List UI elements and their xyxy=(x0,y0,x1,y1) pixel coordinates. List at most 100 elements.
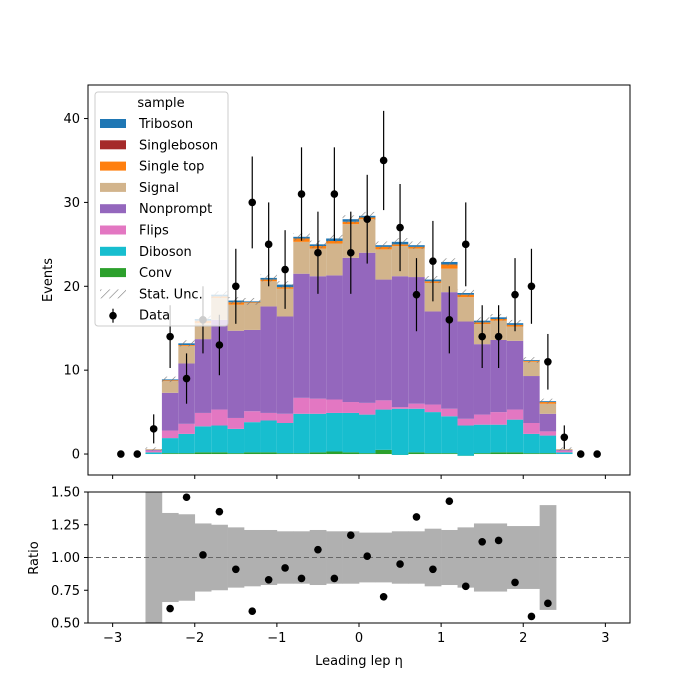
bar-nonprompt xyxy=(244,329,261,412)
legend-label-single-top: Single top xyxy=(139,160,204,175)
ratio-band-bin xyxy=(342,531,360,584)
legend-label-singleboson: Singleboson xyxy=(139,138,218,153)
data-point xyxy=(511,290,519,299)
bar-nonprompt xyxy=(490,339,507,413)
ratio-y-tick-label: 0.50 xyxy=(51,617,80,632)
data-point xyxy=(396,223,404,232)
bar-flips xyxy=(506,409,524,420)
legend-label-signal: Signal xyxy=(139,181,179,196)
bar-nonprompt xyxy=(506,340,524,410)
data-point xyxy=(166,332,174,341)
stat-unc-bin xyxy=(457,289,474,297)
bar-conv xyxy=(194,452,212,455)
bar-nonprompt xyxy=(260,306,277,413)
legend-frame xyxy=(94,91,229,327)
stat-unc-bin xyxy=(244,297,261,305)
bar-conv xyxy=(326,451,343,455)
stat-unc-bin xyxy=(178,340,195,347)
stat-unc-bin xyxy=(408,241,425,249)
stat-unc-bin xyxy=(375,241,392,249)
bar-diboson xyxy=(391,408,409,455)
legend-label-triboson: Triboson xyxy=(138,117,193,132)
bar-nonprompt xyxy=(408,277,425,404)
bar-nonprompt xyxy=(342,257,359,403)
main-y-tick-label: 30 xyxy=(63,196,80,211)
bar-diboson xyxy=(293,413,310,454)
main-y-tick-label: 40 xyxy=(63,112,80,127)
ratio-x-ticks: −3 −2 −1 0 1 2 3 xyxy=(103,623,610,646)
bar-flips xyxy=(326,399,343,413)
main-x-ticks xyxy=(112,475,606,479)
legend-swatch-nonprompt xyxy=(100,204,126,214)
legend-label-diboson: Diboson xyxy=(139,245,192,260)
bar-diboson xyxy=(326,412,343,452)
ratio-point xyxy=(527,612,536,621)
bar-nonprompt xyxy=(161,392,179,431)
bar-flips xyxy=(556,450,573,453)
ratio-point xyxy=(330,574,339,583)
bar-nonprompt xyxy=(523,376,540,423)
bar-conv xyxy=(293,453,310,455)
legend-swatch-triboson xyxy=(100,119,126,128)
legend-label-data: Data xyxy=(139,309,170,324)
data-point xyxy=(281,265,289,274)
data-point xyxy=(527,282,536,291)
bar-conv xyxy=(473,453,491,455)
bar-conv xyxy=(359,453,376,455)
main-y-tick-label: 10 xyxy=(63,364,80,379)
bar-flips xyxy=(375,400,392,410)
bar-diboson xyxy=(227,428,245,454)
data-point xyxy=(593,450,601,458)
bar-nonprompt xyxy=(309,276,327,399)
ratio-point xyxy=(445,497,454,505)
bar-conv xyxy=(161,453,179,455)
ratio-point xyxy=(215,507,224,516)
bar-conv xyxy=(227,453,245,455)
legend-label-flips: Flips xyxy=(139,224,169,239)
data-point xyxy=(461,240,470,249)
bar-signal xyxy=(293,241,310,274)
ratio-point xyxy=(379,593,388,601)
bar-flips xyxy=(359,402,376,415)
bar-flips xyxy=(178,423,195,434)
data-point xyxy=(133,450,142,458)
ratio-y-tick-label: 1.25 xyxy=(51,518,80,533)
bar-flips xyxy=(276,413,294,423)
stat-unc-bin xyxy=(441,258,458,266)
bar-nonprompt xyxy=(473,344,491,415)
bar-flips xyxy=(260,412,277,421)
bar-signal xyxy=(326,243,343,276)
bar-nonprompt xyxy=(293,273,310,398)
data-point xyxy=(314,248,322,257)
ratio-point xyxy=(232,565,240,574)
x-axis-label: Leading lep η xyxy=(315,654,403,669)
data-point xyxy=(215,341,224,349)
legend-swatch-signal xyxy=(100,182,126,192)
bar-diboson xyxy=(375,409,392,450)
bar-conv xyxy=(539,453,557,455)
bar-flips xyxy=(211,409,228,426)
bar-conv xyxy=(375,449,392,455)
data-point xyxy=(248,198,257,207)
data-point xyxy=(379,156,388,165)
bar-nonprompt xyxy=(424,311,442,405)
data-point xyxy=(544,357,552,366)
bar-conv xyxy=(490,452,507,455)
bar-nonprompt xyxy=(539,413,557,432)
ratio-point xyxy=(494,536,503,545)
bar-signal xyxy=(375,249,392,280)
ratio-x-tick-label: 1 xyxy=(437,631,445,646)
stat-unc-bin xyxy=(161,376,179,383)
data-point xyxy=(494,332,503,341)
legend-swatch-conv xyxy=(100,268,126,278)
data-point xyxy=(330,190,339,198)
bar-conv xyxy=(211,452,228,455)
bar-nonprompt xyxy=(194,339,212,413)
bar-nonprompt xyxy=(375,279,392,401)
bar-conv xyxy=(441,453,458,455)
data-point xyxy=(478,332,486,341)
bar-diboson xyxy=(342,412,359,453)
bar-flips xyxy=(490,412,507,425)
bar-single-top xyxy=(441,264,458,269)
